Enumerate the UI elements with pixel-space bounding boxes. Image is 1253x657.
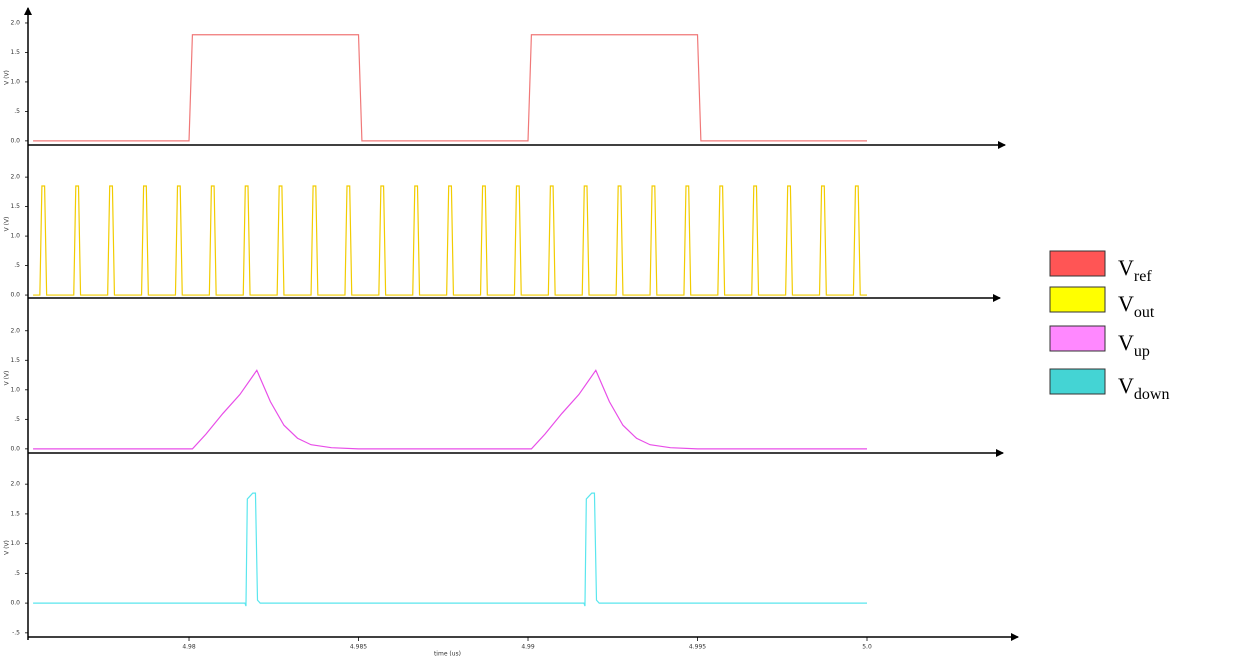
- legend-subscript: out: [1134, 304, 1155, 321]
- x-tick-label: 4.99: [521, 644, 535, 651]
- legend-swatch: [1049, 250, 1106, 277]
- line-series: [33, 34, 867, 142]
- y-axis-label: V (V): [4, 217, 11, 232]
- y-tick-label: 0.0: [10, 292, 20, 299]
- y-tick-label: 1.0: [10, 78, 20, 85]
- y-tick-label: 1.0: [10, 386, 20, 393]
- y-axis-label: V (V): [4, 371, 11, 386]
- legend-subscript: down: [1134, 386, 1170, 403]
- y-tick-label: 1.5: [10, 203, 20, 210]
- y-tick-label: .5: [14, 570, 20, 577]
- y-tick-label: -.5: [12, 629, 20, 636]
- legend-label: Vdown: [1118, 373, 1169, 403]
- legend-subscript: up: [1134, 343, 1150, 360]
- y-tick-label: 1.0: [10, 540, 20, 547]
- legend-label: Vref: [1118, 255, 1152, 285]
- y-tick-label: 2.0: [10, 327, 20, 334]
- legend-label: Vup: [1118, 330, 1150, 360]
- y-tick-label: .5: [14, 262, 20, 269]
- y-tick-label: 2.0: [10, 19, 20, 26]
- y-tick-label: 2.0: [10, 174, 20, 181]
- line-series: [33, 185, 867, 296]
- x-axis-label: time (us): [434, 651, 461, 657]
- legend-name: V: [1118, 291, 1134, 316]
- legend-subscript: ref: [1134, 268, 1152, 285]
- y-tick-label: 1.5: [10, 49, 20, 56]
- y-tick-label: .5: [14, 108, 20, 115]
- y-tick-label: 2.0: [10, 481, 20, 488]
- x-tick-label: 4.98: [182, 644, 196, 651]
- legend-name: V: [1118, 255, 1134, 280]
- line-series: [33, 492, 867, 607]
- y-axis-label: V (V): [4, 70, 11, 85]
- legend-name: V: [1118, 373, 1134, 398]
- line-series: [33, 369, 867, 450]
- x-tick-label: 4.985: [350, 644, 367, 651]
- x-tick-label: 5.0: [862, 644, 872, 651]
- y-tick-label: 0.0: [10, 600, 20, 607]
- y-tick-label: 1.0: [10, 233, 20, 240]
- legend-swatch: [1049, 368, 1106, 395]
- y-tick-label: .5: [14, 416, 20, 423]
- y-tick-label: 1.5: [10, 357, 20, 364]
- legend-swatch: [1049, 325, 1106, 352]
- y-tick-label: 0.0: [10, 445, 20, 452]
- legend-swatch: [1049, 286, 1106, 313]
- legend-label: Vout: [1118, 291, 1155, 321]
- x-tick-label: 4.995: [689, 644, 706, 651]
- y-tick-label: 0.0: [10, 137, 20, 144]
- legend-name: V: [1118, 330, 1134, 355]
- y-axis-label: V (V): [4, 540, 11, 555]
- y-tick-label: 1.5: [10, 510, 20, 517]
